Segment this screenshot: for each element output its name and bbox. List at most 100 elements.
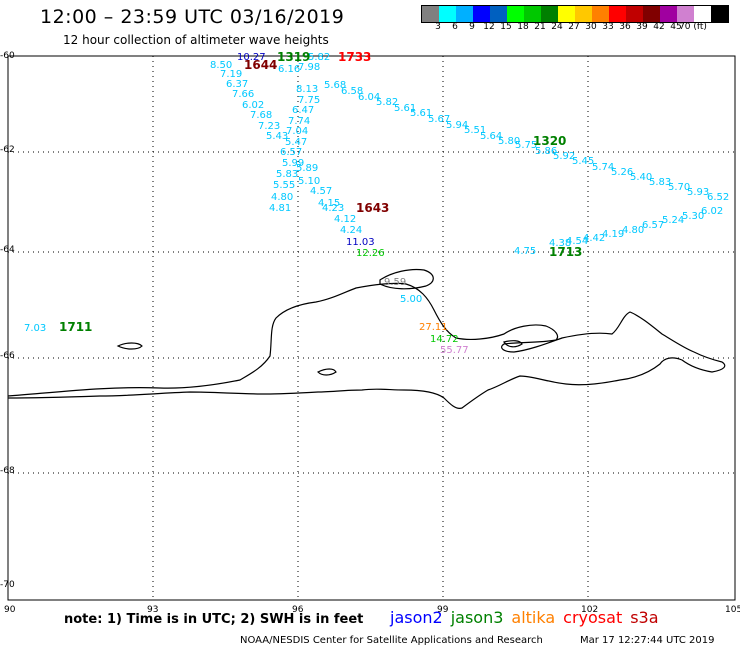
lat-label: -64	[0, 245, 15, 255]
wave-height-value: 4.24	[340, 225, 362, 236]
wave-height-value: 4.75	[514, 246, 536, 257]
legend-swatch	[626, 6, 643, 22]
wave-height-value: 7.23	[258, 121, 280, 132]
satellite-cryosat: cryosat	[563, 608, 623, 627]
wave-height-labels: 10.27 5.828.50 6.167.987.196.377.666.027.6…	[24, 52, 729, 356]
legend-swatch	[541, 6, 558, 22]
legend-swatch	[507, 6, 524, 22]
wave-height-value: 6.16	[278, 64, 300, 75]
wave-height-value: 5.89	[296, 163, 318, 174]
wave-height-value: 7.66	[232, 89, 254, 100]
legend-swatch	[473, 6, 490, 22]
wave-height-value: 5.55	[273, 180, 295, 191]
legend-label: 30	[585, 22, 597, 32]
wave-height-value: 14.72	[430, 334, 459, 345]
wave-height-value: 5.70	[668, 182, 690, 193]
legend-swatch	[575, 6, 592, 22]
wave-height-value: 7.98	[298, 62, 320, 73]
legend-label: 36	[619, 22, 631, 32]
satellite-legend: jason2 jason3 altika cryosat s3a	[390, 608, 667, 627]
satellite-jason2: jason2	[390, 608, 443, 627]
legend-label: 12	[483, 22, 495, 32]
wave-height-value: 5.30	[682, 211, 704, 222]
wave-height-value: 6.57	[642, 220, 664, 231]
wave-height-value: 7.04	[286, 126, 308, 137]
wave-height-value: 7.75	[298, 95, 320, 106]
wave-height-value: 6.37	[226, 79, 248, 90]
lon-label: 90	[4, 605, 16, 615]
wave-height-value: 5.99	[282, 158, 304, 169]
units-note: note: 1) Time is in UTC; 2) SWH is in fe…	[64, 612, 364, 627]
wave-height-value: 5.93	[687, 187, 709, 198]
plot-frame	[7, 55, 736, 601]
lat-label: -68	[0, 466, 15, 476]
wave-height-value: 5.61	[410, 108, 432, 119]
pass-labels: 1319 1733 1644 1320 1643 1713 1711	[59, 50, 582, 334]
lat-label: -66	[0, 351, 15, 361]
wave-height-value: 5.86	[535, 146, 557, 157]
wave-height-value: 6.02	[242, 100, 264, 111]
wave-height-value: 27.11	[419, 322, 448, 333]
credit-text: NOAA/NESDIS Center for Satellite Applica…	[240, 635, 543, 646]
wave-height-value: 5.61	[394, 103, 416, 114]
legend-swatch	[558, 6, 575, 22]
wave-height-value: 6.02	[701, 206, 723, 217]
legend-label: 42	[653, 22, 665, 32]
wave-height-value: 12.26	[356, 248, 385, 259]
chart-title: 12:00 – 23:59 UTC 03/16/2019	[40, 6, 345, 28]
wave-height-value: 4.19	[602, 229, 624, 240]
wave-height-value: 6.52	[707, 192, 729, 203]
color-legend	[421, 5, 729, 23]
wave-height-value: 5.51	[464, 125, 486, 136]
wave-height-value: 4.42	[583, 233, 605, 244]
legend-label: 18	[517, 22, 529, 32]
legend-swatch	[711, 6, 728, 22]
timestamp-text: Mar 17 12:27:44 UTC 2019	[580, 635, 715, 646]
wave-height-value: 5.10	[298, 176, 320, 187]
wave-height-value: 5.43	[266, 131, 288, 142]
legend-swatch	[490, 6, 507, 22]
pass-id-label: 1733	[338, 50, 371, 64]
wave-height-value: 5.40	[630, 172, 652, 183]
wave-height-value: 4.12	[334, 214, 356, 225]
wave-height-value: 55.77	[440, 345, 469, 356]
legend-label: 9	[469, 22, 475, 32]
legend-swatch	[643, 6, 660, 22]
wave-height-value: 7.74	[288, 116, 310, 127]
legend-labels: 3 6 9 12 15 18 21 24 27 30 33 36 39 42 45 70 (ft)	[421, 22, 740, 36]
wave-height-value: 5.80	[498, 136, 520, 147]
legend-swatch	[677, 6, 694, 22]
wave-height-value: 7.68	[250, 110, 272, 121]
wave-height-value: 5.74	[592, 162, 614, 173]
lon-label: 99	[437, 605, 449, 615]
wave-height-value: 5.47	[285, 137, 307, 148]
pass-id-label: 1320	[533, 134, 566, 148]
pass-id-label: 1711	[59, 320, 92, 334]
pass-id-label: 1713	[549, 245, 582, 259]
wave-height-value: 5.24	[662, 215, 684, 226]
wave-height-value: 5.83	[276, 169, 298, 180]
wave-height-value: 5.82	[376, 97, 398, 108]
satellite-s3a: s3a	[630, 608, 659, 627]
coastline	[7, 268, 726, 409]
grid	[8, 56, 735, 600]
wave-height-value: 5.83	[649, 177, 671, 188]
wave-height-value: 4.15	[318, 198, 340, 209]
wave-height-value: 4.54	[566, 236, 588, 247]
legend-swatch	[524, 6, 541, 22]
wave-height-value: 4.80	[271, 192, 293, 203]
wave-height-value: 9.59	[384, 277, 406, 288]
legend-swatch	[439, 6, 456, 22]
pass-id-label: 1319	[277, 50, 310, 64]
wave-height-value: 4.38	[549, 238, 571, 249]
wave-height-value: 7.19	[220, 69, 242, 80]
wave-height-value: 6.57	[280, 147, 302, 158]
wave-height-value: 4.57	[310, 186, 332, 197]
wave-height-value: 10.27	[237, 52, 266, 63]
legend-label: 3	[435, 22, 441, 32]
longitude-labels: 90 93 96 99 102 105	[4, 605, 740, 615]
wave-height-value: 5.64	[480, 131, 502, 142]
pass-id-label: 1643	[356, 201, 389, 215]
satellite-jason3: jason3	[450, 608, 504, 627]
